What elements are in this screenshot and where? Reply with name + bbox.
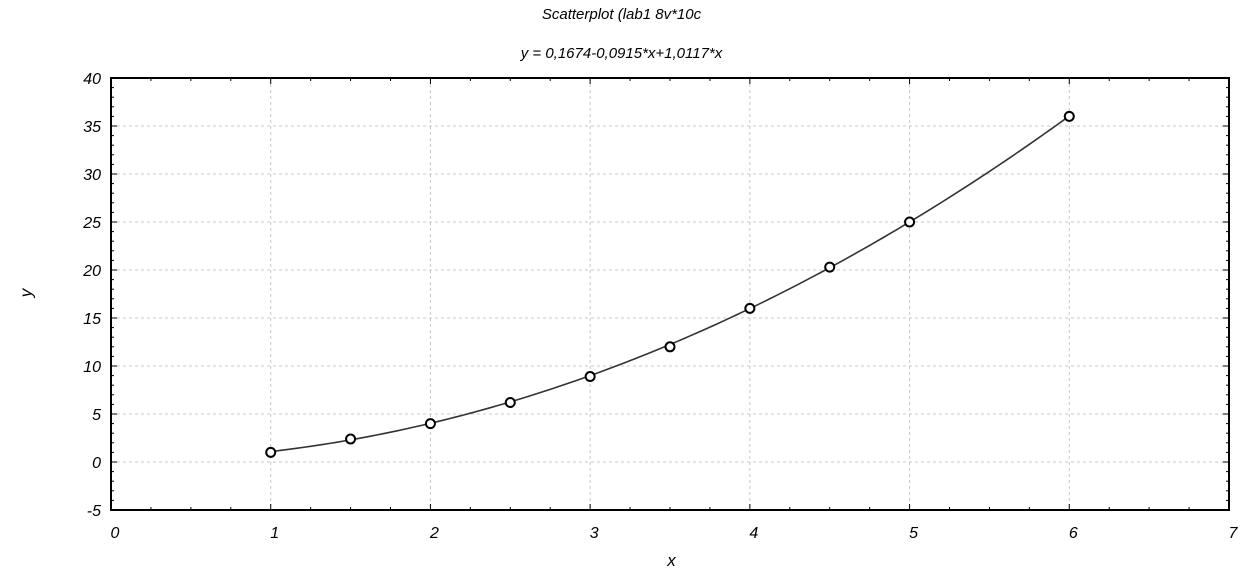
data-point bbox=[584, 371, 596, 383]
chart-title: Scatterplot (lab1 8v*10c bbox=[541, 6, 702, 23]
y-axis-label: y bbox=[16, 288, 36, 298]
x-tick-label: 6 bbox=[1069, 525, 1078, 542]
y-tick-label: 20 bbox=[82, 263, 101, 280]
grid-lines bbox=[111, 78, 1229, 510]
data-point bbox=[265, 446, 277, 458]
data-point bbox=[664, 341, 676, 353]
x-tick-label: 7 bbox=[1229, 525, 1239, 542]
data-point bbox=[824, 261, 836, 273]
data-point bbox=[424, 418, 436, 430]
plot-frame bbox=[110, 77, 1230, 511]
y-tick-label: 25 bbox=[82, 215, 101, 232]
data-point bbox=[504, 396, 516, 408]
y-tick-label: 30 bbox=[83, 167, 101, 184]
x-tick-label: 4 bbox=[749, 525, 758, 542]
y-tick-label: 0 bbox=[92, 455, 101, 472]
data-point bbox=[1063, 110, 1075, 122]
data-point bbox=[904, 216, 916, 228]
y-tick-label: 15 bbox=[83, 311, 101, 328]
x-tick-label: 3 bbox=[590, 525, 599, 542]
x-tick-label: 5 bbox=[909, 525, 918, 542]
chart-subtitle: y = 0,1674-0,0915*x+1,0117*x bbox=[520, 45, 723, 62]
y-tick-label: 40 bbox=[83, 71, 101, 88]
tick-marks bbox=[110, 77, 1230, 511]
y-tick-label: 35 bbox=[83, 119, 101, 136]
fit-curve bbox=[270, 115, 1070, 453]
y-tick-label: -5 bbox=[87, 503, 101, 520]
x-axis-label: x bbox=[667, 551, 676, 570]
x-tick-label: 1 bbox=[270, 525, 279, 542]
data-point bbox=[345, 433, 357, 445]
data-point bbox=[744, 302, 756, 314]
x-tick-labels: 0 1 2 3 4 5 6 7 bbox=[111, 525, 1239, 542]
y-tick-labels: -5 0 5 10 15 20 25 30 35 40 bbox=[82, 71, 101, 520]
data-points bbox=[265, 110, 1075, 458]
y-tick-label: 5 bbox=[92, 407, 101, 424]
y-tick-label: 10 bbox=[83, 359, 101, 376]
x-tick-label: 2 bbox=[429, 525, 439, 542]
x-tick-label: 0 bbox=[111, 525, 120, 542]
